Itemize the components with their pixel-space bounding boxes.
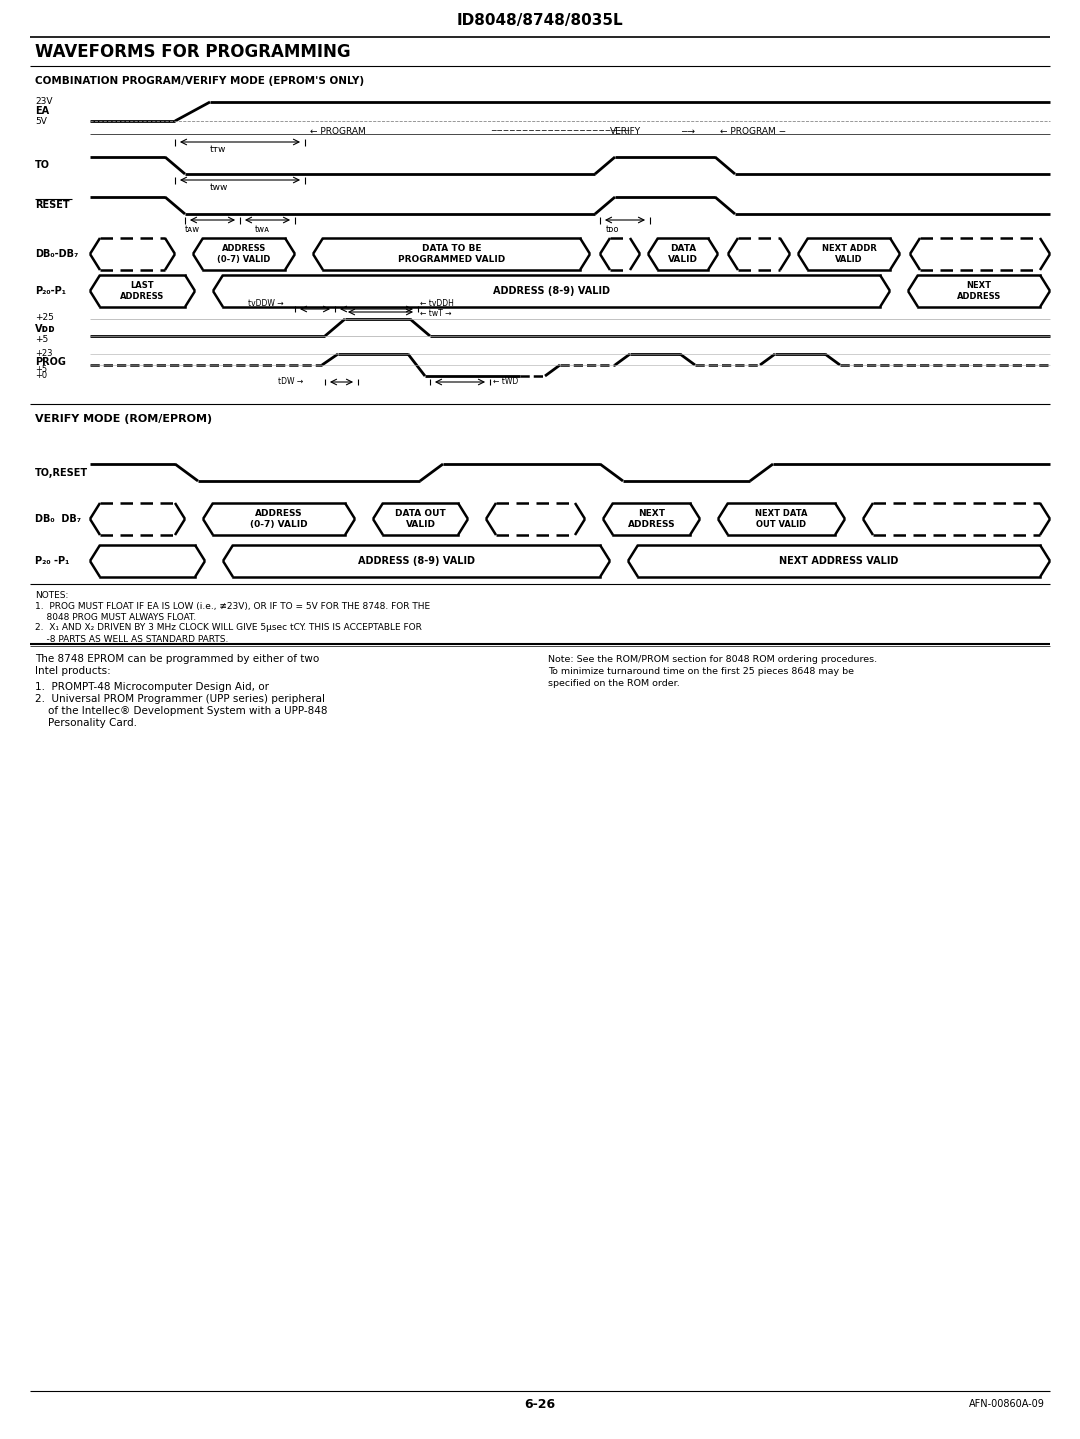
Text: VERIFY: VERIFY bbox=[610, 127, 642, 135]
Text: COMBINATION PROGRAM/VERIFY MODE (EPROM'S ONLY): COMBINATION PROGRAM/VERIFY MODE (EPROM'S… bbox=[35, 76, 364, 86]
Text: ← twT →: ← twT → bbox=[420, 308, 451, 318]
Text: +5: +5 bbox=[35, 334, 49, 344]
Text: +25: +25 bbox=[35, 312, 54, 321]
Text: VERIFY MODE (ROM/EPROM): VERIFY MODE (ROM/EPROM) bbox=[35, 414, 212, 425]
Text: Intel products:: Intel products: bbox=[35, 666, 111, 676]
Text: LAST
ADDRESS: LAST ADDRESS bbox=[120, 281, 164, 301]
Text: The 8748 EPROM can be programmed by either of two: The 8748 EPROM can be programmed by eith… bbox=[35, 653, 320, 663]
Text: To minimize turnaround time on the first 25 pieces 8648 may be: To minimize turnaround time on the first… bbox=[548, 666, 854, 675]
Text: specified on the ROM order.: specified on the ROM order. bbox=[548, 679, 679, 688]
Text: DATA TO BE
PROGRAMMED VALID: DATA TO BE PROGRAMMED VALID bbox=[397, 245, 505, 263]
Text: 6-26: 6-26 bbox=[525, 1397, 555, 1410]
Text: 1.  PROMPT-48 Microcomputer Design Aid, or: 1. PROMPT-48 Microcomputer Design Aid, o… bbox=[35, 682, 269, 692]
Text: NEXT DATA
OUT VALID: NEXT DATA OUT VALID bbox=[755, 509, 808, 528]
Text: Note: See the ROM/PROM section for 8048 ROM ordering procedures.: Note: See the ROM/PROM section for 8048 … bbox=[548, 655, 877, 663]
Text: ← PROGRAM −: ← PROGRAM − bbox=[720, 127, 786, 135]
Text: tᴛw: tᴛw bbox=[210, 145, 227, 154]
Text: tᴅo: tᴅo bbox=[606, 224, 620, 233]
Text: WAVEFORMS FOR PROGRAMMING: WAVEFORMS FOR PROGRAMMING bbox=[35, 43, 351, 60]
Text: NOTES:: NOTES: bbox=[35, 590, 68, 600]
Text: DATA
VALID: DATA VALID bbox=[669, 245, 698, 263]
Text: DB₀-DB₇: DB₀-DB₇ bbox=[35, 249, 78, 259]
Text: TO,RESET: TO,RESET bbox=[35, 468, 89, 478]
Text: ← tWD: ← tWD bbox=[492, 377, 518, 386]
Text: 8048 PROG MUST ALWAYS FLOAT.: 8048 PROG MUST ALWAYS FLOAT. bbox=[35, 613, 197, 622]
Text: TO: TO bbox=[35, 160, 50, 170]
Text: EA: EA bbox=[35, 106, 49, 117]
Text: NEXT
ADDRESS: NEXT ADDRESS bbox=[957, 281, 1001, 301]
Text: PROG: PROG bbox=[35, 357, 66, 367]
Text: NEXT ADDRESS VALID: NEXT ADDRESS VALID bbox=[780, 555, 899, 566]
Text: tᴡᴀ: tᴡᴀ bbox=[255, 224, 270, 233]
Text: +5: +5 bbox=[35, 366, 48, 374]
Text: ID8048/8748/8035L: ID8048/8748/8035L bbox=[457, 13, 623, 29]
Text: DB₀  DB₇: DB₀ DB₇ bbox=[35, 514, 81, 524]
Text: 2.  Universal PROM Programmer (UPP series) peripheral: 2. Universal PROM Programmer (UPP series… bbox=[35, 694, 325, 704]
Text: −→: −→ bbox=[680, 127, 696, 135]
Text: P₂₀-P₁: P₂₀-P₁ bbox=[35, 286, 66, 296]
Text: NEXT
ADDRESS: NEXT ADDRESS bbox=[627, 509, 675, 528]
Text: RESET: RESET bbox=[35, 200, 69, 210]
Text: ADDRESS (8-9) VALID: ADDRESS (8-9) VALID bbox=[357, 555, 475, 566]
Text: DATA OUT
VALID: DATA OUT VALID bbox=[395, 509, 446, 528]
Text: NEXT ADDR
VALID: NEXT ADDR VALID bbox=[822, 245, 877, 263]
Text: of the Intellec® Development System with a UPP-848: of the Intellec® Development System with… bbox=[35, 707, 327, 717]
Text: Personality Card.: Personality Card. bbox=[35, 718, 137, 728]
Text: ← PROGRAM: ← PROGRAM bbox=[310, 127, 366, 135]
Text: −−−−−−−−−−−−−−−−−−−−−−: −−−−−−−−−−−−−−−−−−−−−− bbox=[490, 127, 631, 135]
Text: 2.  X₁ AND X₂ DRIVEN BY 3 MHz CLOCK WILL GIVE 5μsec tCY. THIS IS ACCEPTABLE FOR: 2. X₁ AND X₂ DRIVEN BY 3 MHz CLOCK WILL … bbox=[35, 623, 422, 633]
Text: ADDRESS (8-9) VALID: ADDRESS (8-9) VALID bbox=[492, 286, 610, 296]
Text: ← tvDDH: ← tvDDH bbox=[420, 299, 454, 308]
Text: -8 PARTS AS WELL AS STANDARD PARTS.: -8 PARTS AS WELL AS STANDARD PARTS. bbox=[35, 635, 228, 643]
Text: tᴡᴡ: tᴡᴡ bbox=[210, 184, 228, 193]
Text: AFN-00860A-09: AFN-00860A-09 bbox=[969, 1399, 1045, 1409]
Text: tDW →: tDW → bbox=[278, 377, 303, 386]
Text: +23: +23 bbox=[35, 348, 53, 357]
Text: tᴀw: tᴀw bbox=[185, 224, 200, 233]
Text: P₂₀ -P₁: P₂₀ -P₁ bbox=[35, 555, 69, 566]
Text: 1.  PROG MUST FLOAT IF EA IS LOW (i.e., ≢23V), OR IF TO = 5V FOR THE 8748. FOR T: 1. PROG MUST FLOAT IF EA IS LOW (i.e., ≢… bbox=[35, 602, 430, 610]
Text: ADDRESS
(0-7) VALID: ADDRESS (0-7) VALID bbox=[251, 509, 308, 528]
Text: 5V: 5V bbox=[35, 117, 46, 125]
Text: 23V: 23V bbox=[35, 96, 53, 105]
Text: +0: +0 bbox=[35, 371, 48, 380]
Text: Vᴅᴅ: Vᴅᴅ bbox=[35, 324, 56, 334]
Text: tvDDW →: tvDDW → bbox=[248, 299, 284, 308]
Text: ADDRESS
(0-7) VALID: ADDRESS (0-7) VALID bbox=[217, 245, 271, 263]
